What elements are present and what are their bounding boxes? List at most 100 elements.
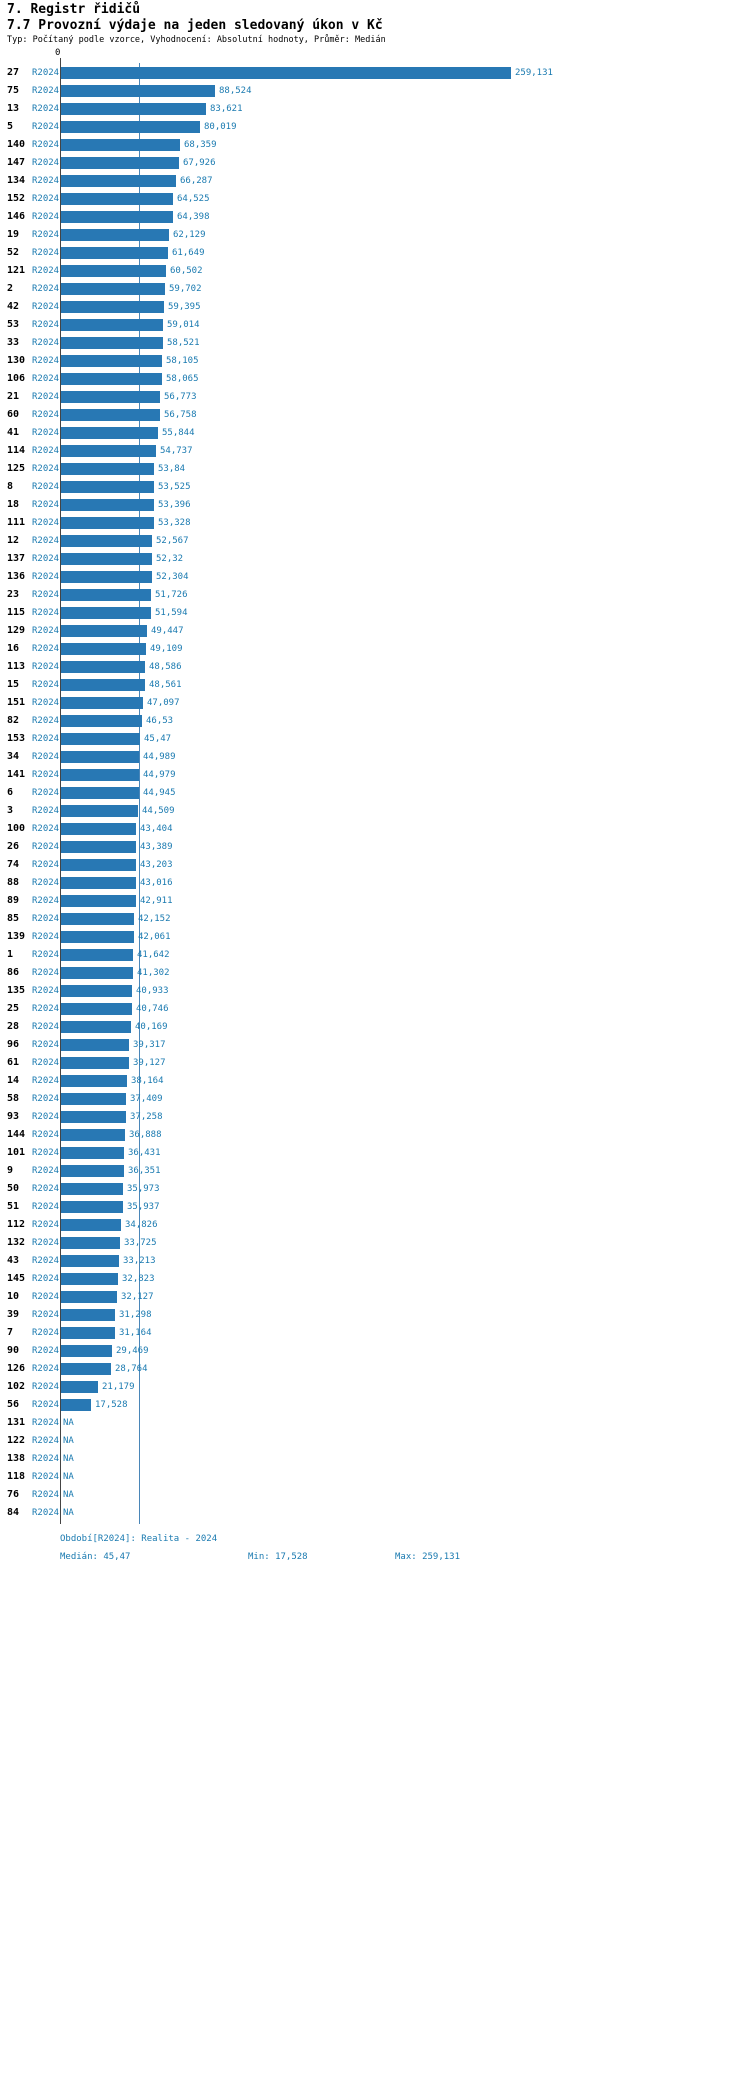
row-id-label: 102: [7, 1381, 26, 1392]
bar-value-label: 40,746: [136, 1004, 169, 1014]
row-period-label: R2024: [32, 1058, 60, 1068]
chart-row: 61 R2024 39,127: [0, 1054, 750, 1072]
row-id-label: 131: [7, 1417, 26, 1428]
bar-value-label: 40,169: [135, 1022, 168, 1032]
bar-value-label: 29,469: [116, 1346, 149, 1356]
row-id-label: 140: [7, 139, 26, 150]
row-period-label: R2024: [32, 878, 60, 888]
bar: [61, 301, 164, 313]
chart-row: 112 R2024 34,826: [0, 1216, 750, 1234]
row-period-label: R2024: [32, 1166, 60, 1176]
row-period-label: R2024: [32, 716, 60, 726]
row-period-label: R2024: [32, 734, 60, 744]
bar: [61, 1327, 115, 1339]
footer-max: Max: 259,131: [395, 1552, 461, 1562]
row-id-label: 151: [7, 697, 26, 708]
bar-value-label: 42,911: [140, 896, 173, 906]
bar-value-label: 53,328: [158, 518, 191, 528]
bar-value-label: 28,764: [115, 1364, 148, 1374]
bar: [61, 535, 152, 547]
chart-row: 12 R2024 52,567: [0, 532, 750, 550]
row-id-label: 153: [7, 733, 26, 744]
row-id-label: 42: [7, 301, 20, 312]
row-period-label: R2024: [32, 284, 60, 294]
footer-min: Min: 17,528: [248, 1552, 308, 1562]
row-id-label: 18: [7, 499, 20, 510]
bar-value-label: 34,826: [125, 1220, 158, 1230]
row-period-label: R2024: [32, 194, 60, 204]
bar: [61, 1291, 117, 1303]
row-period-label: R2024: [32, 986, 60, 996]
bar-value-label: 56,773: [164, 392, 197, 402]
row-id-label: 12: [7, 535, 20, 546]
chart-row: 125 R2024 53,84: [0, 460, 750, 478]
row-id-label: 43: [7, 1255, 20, 1266]
row-period-label: R2024: [32, 68, 60, 78]
bar-value-label: 36,888: [129, 1130, 162, 1140]
bar: [61, 607, 151, 619]
chart-row: 115 R2024 51,594: [0, 604, 750, 622]
chart-row: 27 R2024 259,131: [0, 64, 750, 82]
row-period-label: R2024: [32, 1040, 60, 1050]
bar-value-label: 41,302: [137, 968, 170, 978]
chart-row: 25 R2024 40,746: [0, 1000, 750, 1018]
bar: [61, 463, 154, 475]
bar-value-label: 46,53: [146, 716, 174, 726]
chart-row: 23 R2024 51,726: [0, 586, 750, 604]
chart-row: 52 R2024 61,649: [0, 244, 750, 262]
row-id-label: 130: [7, 355, 26, 366]
row-period-label: R2024: [32, 410, 60, 420]
bar-value-label: 80,019: [204, 122, 237, 132]
row-id-label: 146: [7, 211, 26, 222]
bar-value-label: 37,258: [130, 1112, 163, 1122]
row-id-label: 56: [7, 1399, 20, 1410]
row-id-label: 122: [7, 1435, 26, 1446]
bar: [61, 661, 145, 673]
bar: [61, 1057, 129, 1069]
bar: [61, 679, 145, 691]
row-id-label: 50: [7, 1183, 20, 1194]
row-id-label: 114: [7, 445, 26, 456]
row-period-label: R2024: [32, 1436, 60, 1446]
row-period-label: R2024: [32, 1220, 60, 1230]
chart-row: 28 R2024 40,169: [0, 1018, 750, 1036]
row-id-label: 86: [7, 967, 20, 978]
chart-row: 75 R2024 88,524: [0, 82, 750, 100]
bar-value-label: 44,945: [143, 788, 176, 798]
chart-row: 151 R2024 47,097: [0, 694, 750, 712]
row-id-label: 89: [7, 895, 20, 906]
row-id-label: 58: [7, 1093, 20, 1104]
bar: [61, 157, 179, 169]
chart-row: 147 R2024 67,926: [0, 154, 750, 172]
report-title: 7. Registr řidičů: [7, 2, 141, 17]
bar-value-label: 43,203: [140, 860, 173, 870]
row-id-label: 53: [7, 319, 20, 330]
bar-value-label: 64,525: [177, 194, 210, 204]
bar-value-label: 35,937: [127, 1202, 160, 1212]
bar: [61, 1183, 123, 1195]
bar-value-label: 32,127: [121, 1292, 154, 1302]
chart-row: 100 R2024 43,404: [0, 820, 750, 838]
row-period-label: R2024: [32, 1472, 60, 1482]
bar-value-label: 33,213: [123, 1256, 156, 1266]
bar: [61, 103, 206, 115]
row-period-label: R2024: [32, 500, 60, 510]
row-period-label: R2024: [32, 608, 60, 618]
row-period-label: R2024: [32, 338, 60, 348]
row-period-label: R2024: [32, 1400, 60, 1410]
chart-row: 18 R2024 53,396: [0, 496, 750, 514]
footer-median: Medián: 45,47: [60, 1552, 131, 1562]
bar: [61, 787, 139, 799]
row-id-label: 19: [7, 229, 20, 240]
bar: [61, 643, 146, 655]
bar-value-label: NA: [63, 1454, 74, 1464]
chart-row: 2 R2024 59,702: [0, 280, 750, 298]
row-id-label: 138: [7, 1453, 26, 1464]
row-id-label: 5: [7, 121, 14, 132]
bar: [61, 1129, 125, 1141]
row-period-label: R2024: [32, 968, 60, 978]
row-id-label: 106: [7, 373, 26, 384]
bar-value-label: NA: [63, 1418, 74, 1428]
chart-row: 145 R2024 32,823: [0, 1270, 750, 1288]
bar-value-label: 58,521: [167, 338, 200, 348]
